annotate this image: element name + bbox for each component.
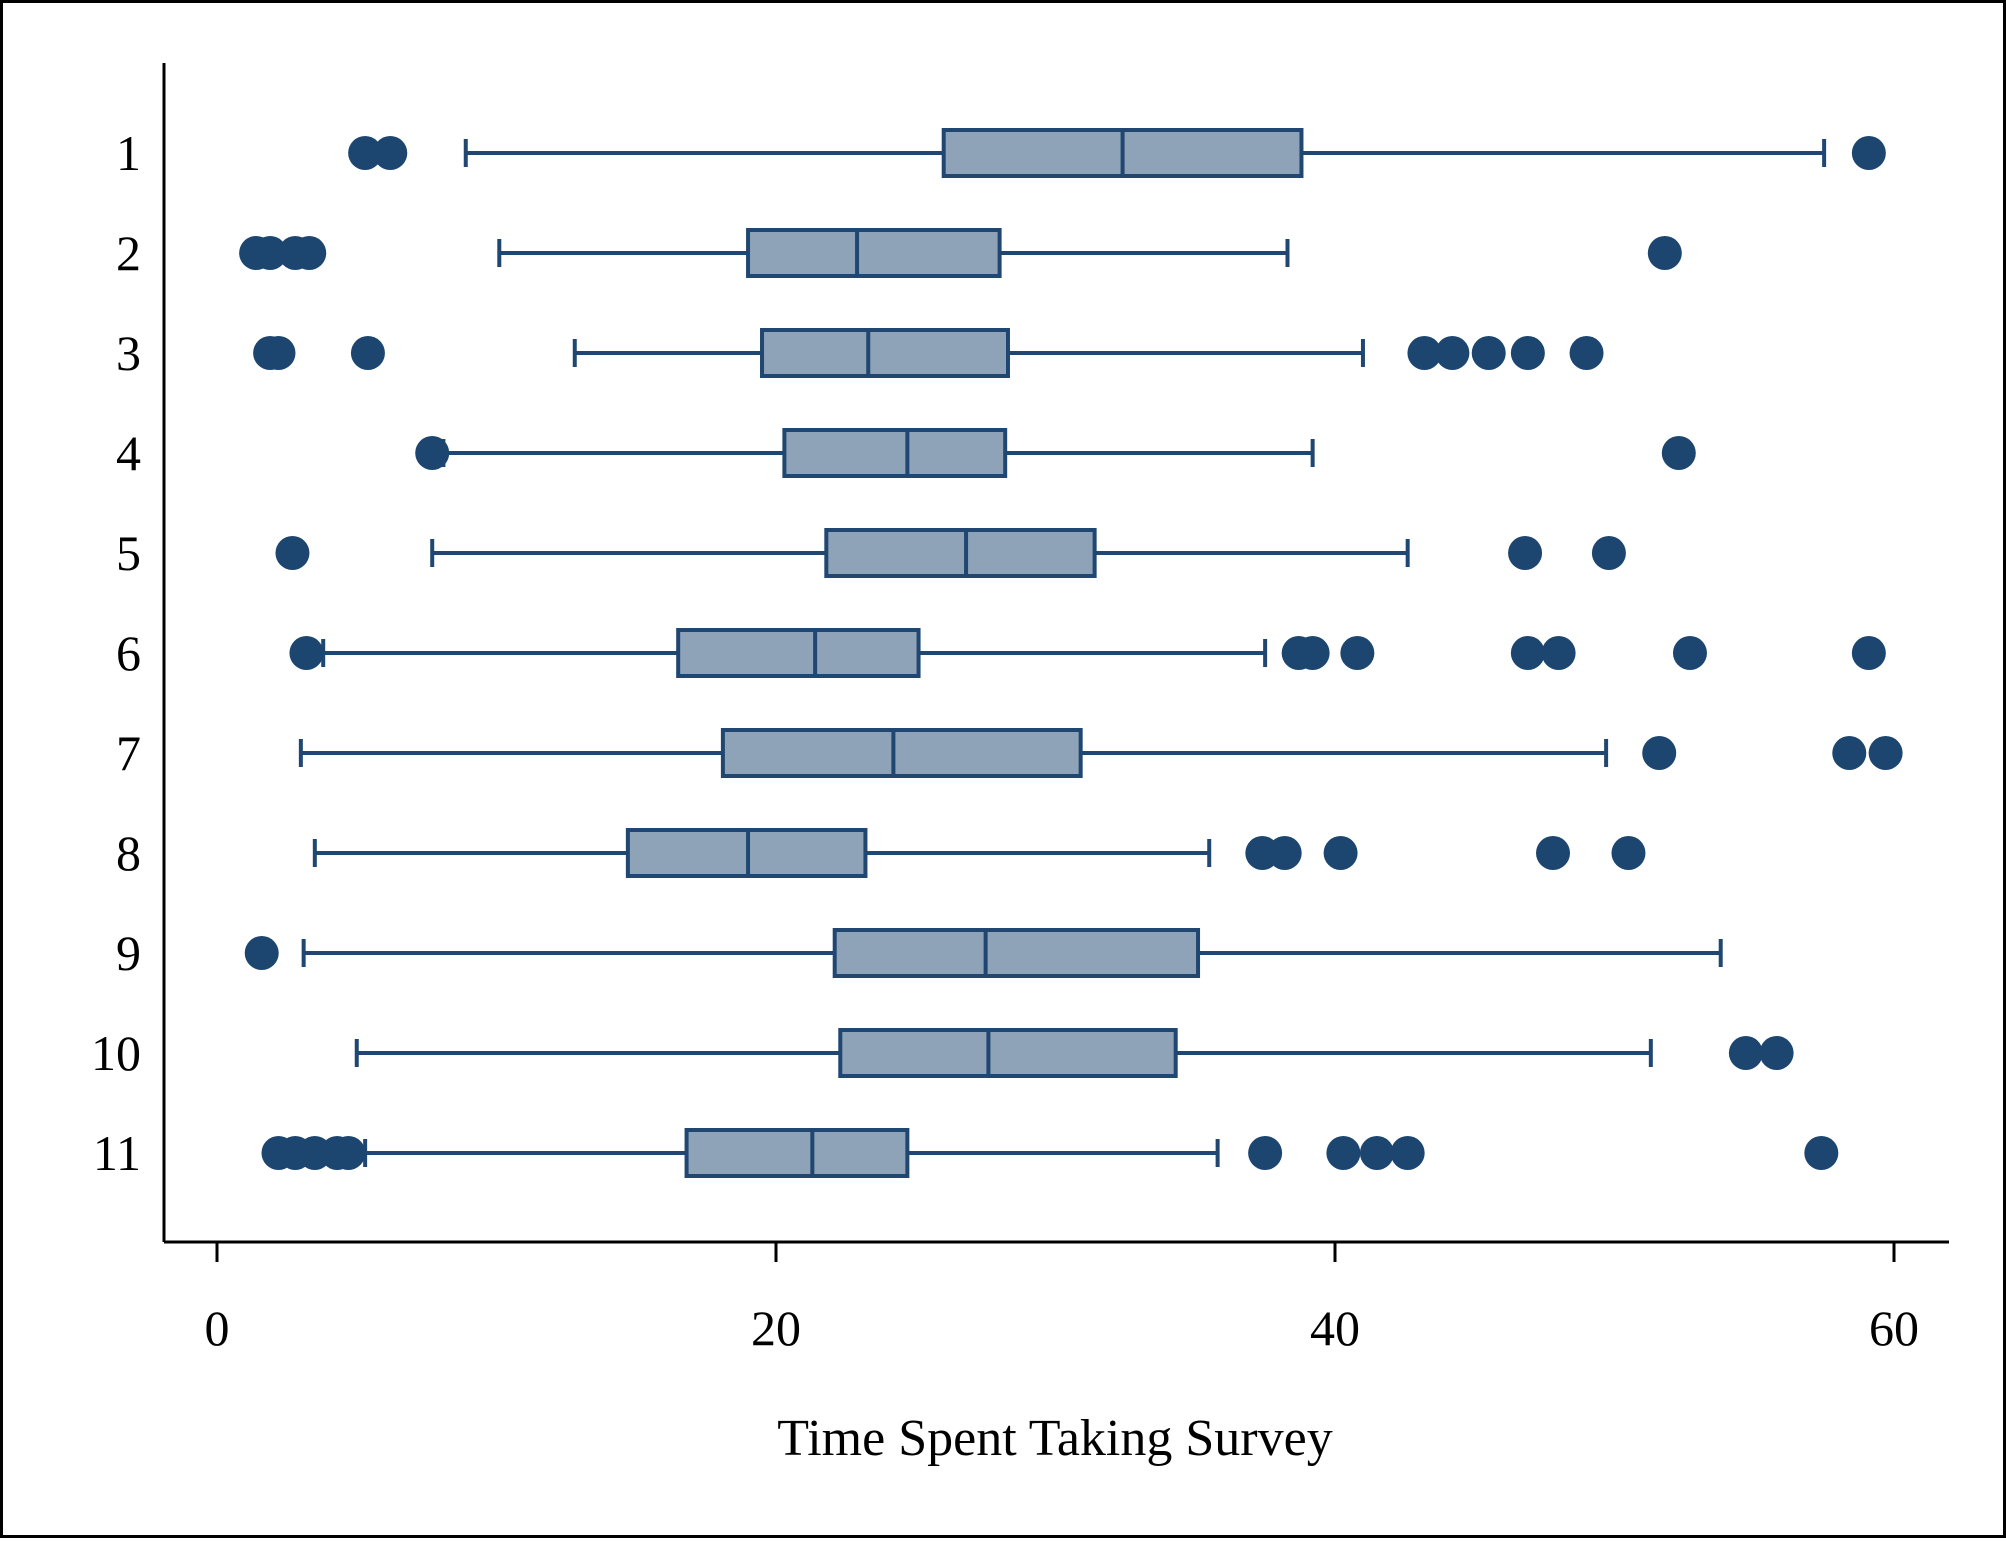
box-group-7: 7 — [116, 725, 1903, 781]
x-tick-label: 20 — [751, 1300, 801, 1356]
boxplot-chart: 0 20 40 60 1 2 3 4 5 6 7 8 9 10 11 Time Spent Taking … — [91, 63, 1949, 1467]
iqr-box — [838, 1028, 1178, 1078]
outlier-point — [415, 436, 450, 470]
outlier-point — [1541, 636, 1576, 670]
y-tick-label: 4 — [116, 425, 141, 481]
outlier-point — [253, 236, 288, 270]
axes: 0 20 40 60 — [162, 63, 1949, 1356]
outlier-point — [1323, 836, 1358, 870]
outlier-point — [1832, 736, 1867, 770]
outlier-point — [292, 236, 327, 270]
iqr-box — [720, 728, 1083, 778]
iqr-box — [782, 428, 1008, 478]
box-group-11: 11 — [93, 1125, 1839, 1181]
box-group-8: 8 — [116, 825, 1646, 881]
outlier-point — [1435, 336, 1470, 370]
y-tick-label: 10 — [91, 1025, 141, 1081]
box-group-1: 1 — [116, 125, 1886, 181]
outlier-point — [1591, 536, 1626, 570]
x-tick-label: 60 — [1869, 1300, 1919, 1356]
outlier-point — [1804, 1136, 1839, 1170]
outlier-point — [1508, 536, 1543, 570]
outlier-point — [348, 136, 383, 170]
box-group-9: 9 — [116, 925, 1723, 981]
outlier-point — [1728, 1036, 1763, 1070]
box-group-5: 5 — [116, 525, 1626, 581]
y-tick-label: 5 — [116, 525, 141, 581]
outlier-point — [261, 336, 296, 370]
outlier-point — [350, 336, 385, 370]
box-group-6: 6 — [116, 625, 1886, 681]
outlier-point — [1326, 1136, 1361, 1170]
outlier-point — [1642, 736, 1677, 770]
outlier-point — [275, 536, 310, 570]
outlier-point — [1510, 336, 1545, 370]
outlier-point — [1340, 636, 1375, 670]
x-tick-label: 0 — [205, 1300, 230, 1356]
iqr-box — [824, 528, 1097, 578]
outlier-point — [1647, 236, 1682, 270]
outlier-point — [1611, 836, 1646, 870]
plot-area: 1 2 3 4 5 6 7 8 9 10 11 — [91, 125, 1903, 1181]
x-axis-title: Time Spent Taking Survey — [777, 1410, 1332, 1467]
outlier-point — [1851, 636, 1886, 670]
y-tick-label: 6 — [116, 625, 141, 681]
outlier-point — [1267, 836, 1302, 870]
outlier-point — [1510, 636, 1545, 670]
outlier-point — [1471, 336, 1506, 370]
y-tick-label: 7 — [116, 725, 141, 781]
outlier-point — [289, 636, 324, 670]
outlier-point — [1868, 736, 1903, 770]
outlier-point — [1536, 836, 1571, 870]
outlier-point — [1569, 336, 1604, 370]
box-group-2: 2 — [116, 225, 1682, 281]
outlier-point — [1661, 436, 1696, 470]
y-tick-label: 9 — [116, 925, 141, 981]
outlier-point — [1390, 1136, 1425, 1170]
iqr-box — [676, 628, 921, 678]
iqr-box — [684, 1128, 910, 1178]
outlier-point — [1248, 1136, 1283, 1170]
outlier-point — [1295, 636, 1330, 670]
y-tick-label: 1 — [116, 125, 141, 181]
outlier-point — [331, 1136, 366, 1170]
box-group-4: 4 — [116, 425, 1696, 481]
y-tick-label: 2 — [116, 225, 141, 281]
outlier-point — [1672, 636, 1707, 670]
y-tick-label: 11 — [93, 1125, 141, 1181]
outlier-point — [1759, 1036, 1794, 1070]
y-tick-label: 3 — [116, 325, 141, 381]
iqr-box — [760, 328, 1010, 378]
box-group-3: 3 — [116, 325, 1604, 381]
y-tick-label: 8 — [116, 825, 141, 881]
iqr-box — [832, 928, 1201, 978]
outlier-point — [1407, 336, 1442, 370]
box-group-10: 10 — [91, 1025, 1794, 1081]
x-tick-label: 40 — [1310, 1300, 1360, 1356]
iqr-box — [746, 228, 1002, 278]
outlier-point — [1359, 1136, 1394, 1170]
outlier-point — [244, 936, 279, 970]
outlier-point — [1851, 136, 1886, 170]
outlier-point — [373, 136, 408, 170]
